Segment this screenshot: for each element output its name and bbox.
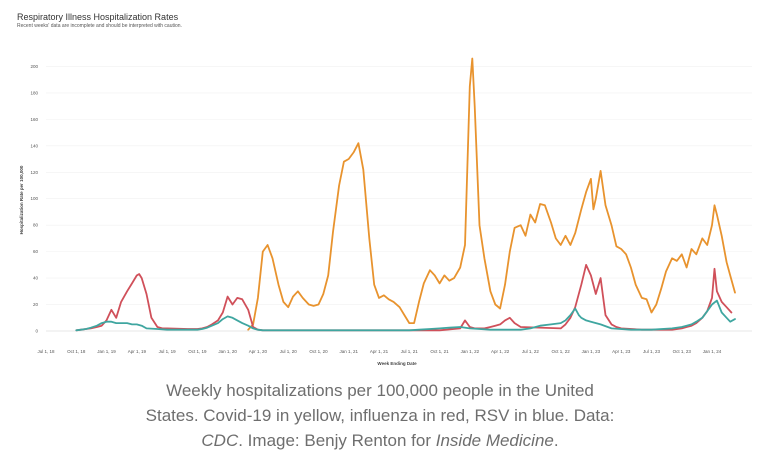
x-tick-label: Oct 1, 21 bbox=[430, 349, 449, 354]
y-tick-label: 0 bbox=[35, 329, 38, 334]
y-tick-label: 160 bbox=[30, 117, 38, 122]
caption-line-3: CDC. Image: Benjy Renton for Inside Medi… bbox=[60, 428, 700, 453]
y-tick-label: 20 bbox=[33, 302, 39, 307]
y-tick-label: 120 bbox=[30, 170, 38, 175]
x-tick-label: Jul 1, 23 bbox=[643, 349, 661, 354]
x-tick-label: Apr 1, 23 bbox=[612, 349, 631, 354]
x-tick-label: Jul 1, 18 bbox=[37, 349, 55, 354]
x-tick-label: Oct 1, 22 bbox=[552, 349, 571, 354]
x-axis-label: Week Ending Date bbox=[377, 361, 417, 366]
y-tick-label: 40 bbox=[33, 276, 39, 281]
x-tick-label: Oct 1, 18 bbox=[67, 349, 86, 354]
caption-line-1: Weekly hospitalizations per 100,000 peop… bbox=[166, 381, 594, 400]
x-tick-label: Oct 1, 23 bbox=[673, 349, 692, 354]
x-tick-label: Jan 1, 22 bbox=[461, 349, 480, 354]
y-tick-label: 200 bbox=[30, 64, 38, 69]
y-tick-label: 80 bbox=[33, 223, 39, 228]
y-tick-label: 140 bbox=[30, 143, 38, 148]
x-tick-label: Jul 1, 21 bbox=[401, 349, 419, 354]
x-tick-label: Jan 1, 24 bbox=[703, 349, 722, 354]
x-tick-label: Jan 1, 20 bbox=[218, 349, 237, 354]
figure-caption: Weekly hospitalizations per 100,000 peop… bbox=[60, 378, 700, 453]
x-tick-label: Jan 1, 23 bbox=[582, 349, 601, 354]
chart-subtitle: Recent weeks' data are incomplete and sh… bbox=[17, 23, 182, 29]
x-tick-label: Jan 1, 21 bbox=[339, 349, 358, 354]
x-tick-label: Jul 1, 19 bbox=[159, 349, 177, 354]
y-tick-label: 180 bbox=[30, 90, 38, 95]
x-tick-label: Jan 1, 19 bbox=[97, 349, 116, 354]
chart-title: Respiratory Illness Hospitalization Rate… bbox=[17, 12, 179, 22]
series-line-rsv bbox=[75, 299, 736, 332]
x-tick-label: Apr 1, 22 bbox=[491, 349, 510, 354]
series-line-covid-19 bbox=[247, 57, 736, 331]
line-chart: 0 20 40 60 80 100 120 140 160 180 200 Jul 1, 18 Oct… bbox=[19, 57, 752, 366]
x-tick-label: Apr 1, 21 bbox=[370, 349, 389, 354]
x-tick-label: Jul 1, 22 bbox=[522, 349, 540, 354]
caption-source: CDC bbox=[201, 431, 239, 450]
y-tick-label: 100 bbox=[30, 196, 38, 201]
y-axis-label: Hospitalization Rate per 100,000 bbox=[19, 165, 24, 234]
x-tick-label: Jul 1, 20 bbox=[280, 349, 298, 354]
caption-publication: Inside Medicine bbox=[435, 431, 554, 450]
x-tick-label: Oct 1, 20 bbox=[309, 349, 328, 354]
caption-line-2: States. Covid-19 in yellow, influenza in… bbox=[145, 406, 615, 425]
x-tick-label: Oct 1, 19 bbox=[188, 349, 207, 354]
y-tick-label: 60 bbox=[33, 249, 39, 254]
x-tick-label: Apr 1, 20 bbox=[249, 349, 268, 354]
caption-credit: . Image: Benjy Renton for bbox=[238, 431, 436, 450]
x-tick-label: Apr 1, 19 bbox=[128, 349, 147, 354]
caption-end: . bbox=[553, 431, 559, 450]
